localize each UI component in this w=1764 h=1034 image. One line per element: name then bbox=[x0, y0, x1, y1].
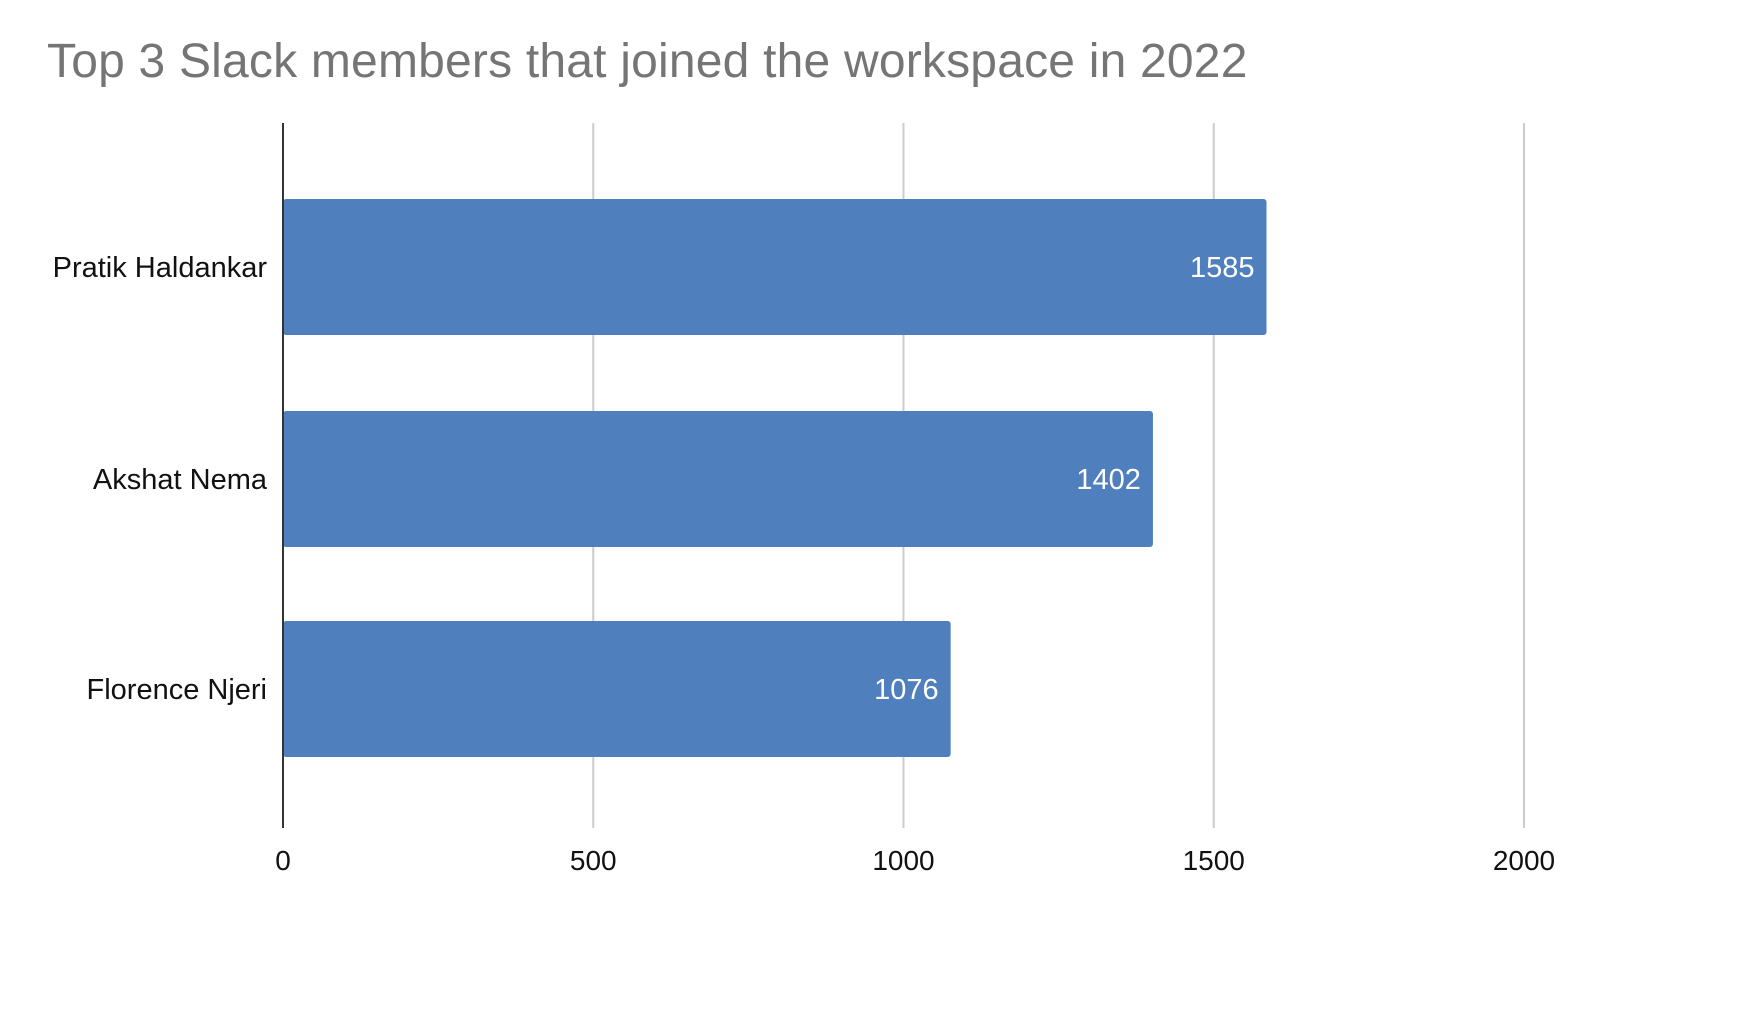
data-label: 1402 bbox=[1076, 464, 1141, 496]
x-tick-label: 1000 bbox=[872, 845, 934, 876]
x-tick-label: 1500 bbox=[1183, 845, 1245, 876]
category-label: Florence Njeri bbox=[87, 674, 268, 706]
x-tick-label: 500 bbox=[570, 845, 617, 876]
data-label: 1585 bbox=[1190, 252, 1255, 284]
bar-2 bbox=[283, 411, 1153, 547]
bars bbox=[283, 199, 1267, 757]
category-label: Pratik Haldankar bbox=[53, 252, 268, 284]
bar-1 bbox=[283, 199, 1267, 335]
x-tick-label: 0 bbox=[275, 845, 291, 876]
category-label: Akshat Nema bbox=[93, 464, 268, 496]
data-label: 1076 bbox=[874, 674, 939, 706]
chart-title: Top 3 Slack members that joined the work… bbox=[47, 35, 1248, 88]
bar-3 bbox=[283, 621, 951, 757]
x-tick-label: 2000 bbox=[1493, 845, 1555, 876]
labels: 0 500 1000 1500 2000 Pratik Haldankar 1585 Aksh… bbox=[53, 252, 1556, 876]
